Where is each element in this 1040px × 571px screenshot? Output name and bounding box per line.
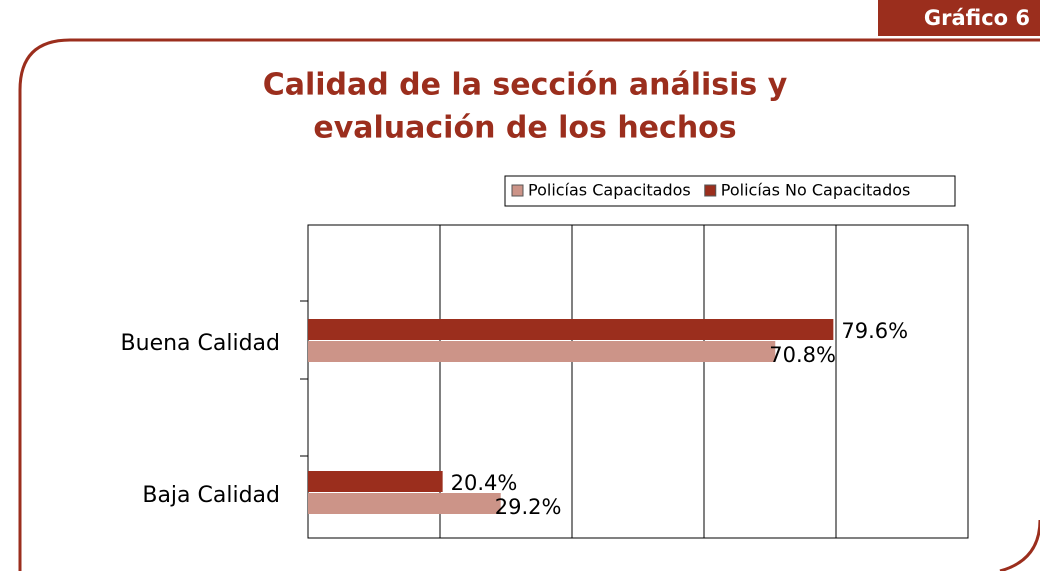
data-label: 20.4% bbox=[451, 471, 518, 495]
legend-swatch bbox=[704, 184, 717, 197]
badge bbox=[878, 0, 1040, 36]
bar bbox=[308, 319, 834, 340]
bar bbox=[308, 493, 501, 514]
legend-label: Policías Capacitados bbox=[528, 181, 691, 200]
frame bbox=[18, 38, 1040, 571]
y-axis-ticks bbox=[300, 300, 308, 457]
legend-swatch bbox=[511, 184, 524, 197]
chart-title: Calidad de la sección análisis y bbox=[263, 68, 788, 103]
legend-label: Policías No Capacitados bbox=[721, 181, 911, 200]
frame-corner bbox=[999, 519, 1040, 571]
data-label: 79.6% bbox=[841, 319, 908, 343]
bar bbox=[308, 471, 443, 492]
chart-title: evaluación de los hechos bbox=[313, 111, 736, 146]
data-label: 70.8% bbox=[769, 343, 836, 367]
legend bbox=[504, 175, 956, 207]
data-label: 29.2% bbox=[495, 495, 562, 519]
y-tick-label: Buena Calidad bbox=[121, 331, 280, 356]
bar bbox=[308, 341, 776, 362]
y-tick-label: Baja Calidad bbox=[142, 483, 280, 508]
badge-label: Gráfico 6 bbox=[924, 6, 1030, 30]
